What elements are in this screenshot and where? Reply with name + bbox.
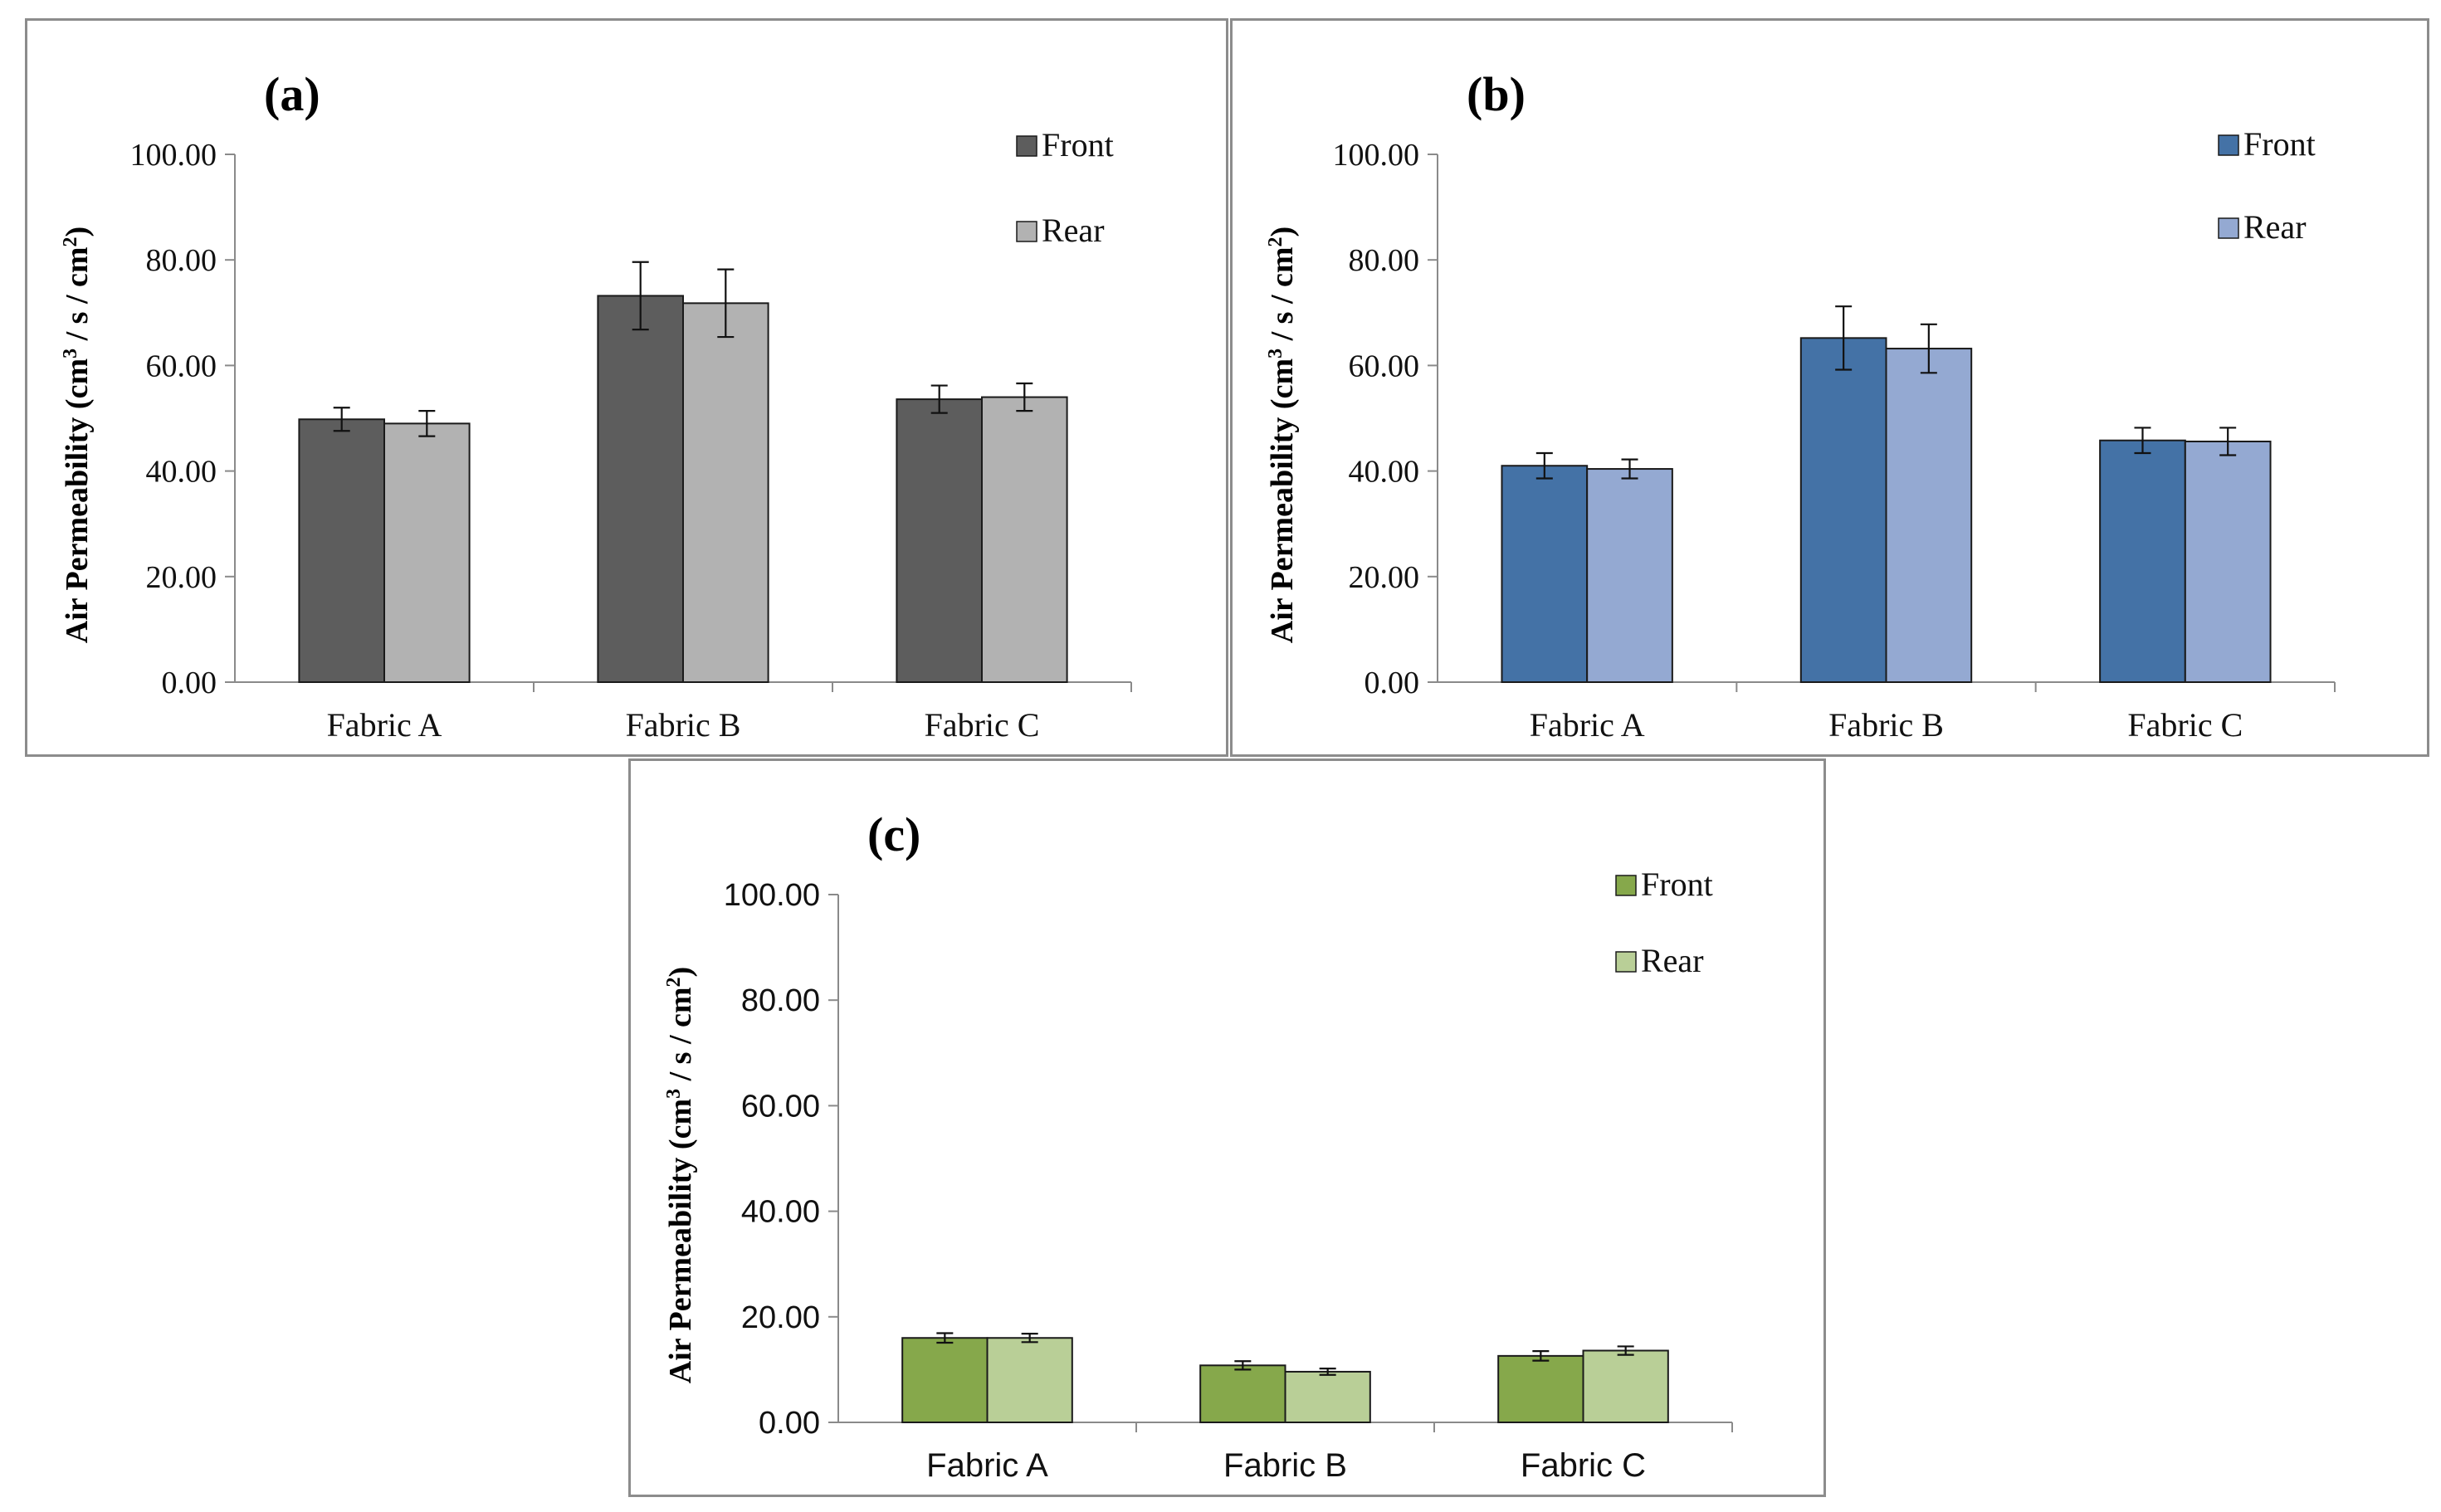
y-tick-label-b: 20.00 [1349,560,1420,595]
x-tick-label-a: Fabric A [327,706,442,744]
bar-b-front-1 [1799,337,1887,683]
bar-c-front-2 [1497,1354,1584,1424]
x-tick-label-b: Fabric C [2127,706,2243,744]
y-tick-label-a: 0.00 [162,666,217,700]
bar-a-front-2 [896,398,984,683]
chart-svg-c: (c) Air Permeability (cm3 / s / cm2) 0.00 2… [663,807,1733,1484]
chart-panel-c: (c) Air Permeability (cm3 / s / cm2) 0.00 2… [628,758,1826,1497]
y-tick-label-c: 80.00 [741,983,820,1018]
chart-panel-b: (b) Air Permeability (cm3 / s / cm2) 0.00 2… [1230,18,2429,757]
y-axis-label-a: Air Permeability (cm3 / s / cm2) [60,227,95,643]
chart-title-a: (a) [264,67,320,121]
legend-label-c-front: Front [1641,866,1713,903]
legend-swatch-c-rear [1615,951,1637,973]
x-tick-label-c: Fabric C [1521,1447,1646,1484]
chart-title-b: (b) [1467,67,1526,121]
y-tick-label-a: 80.00 [146,243,217,278]
y-tick-label-b: 100.00 [1333,138,1420,173]
legend-swatch-b-front [2218,134,2239,156]
y-tick-label-b: 0.00 [1365,666,1420,700]
chart-title-c: (c) [867,807,920,861]
bar-c-front-1 [1199,1364,1286,1424]
legend-swatch-b-rear [2218,217,2239,239]
bar-a-front-1 [597,295,685,683]
x-tick-label-b: Fabric B [1828,706,1944,744]
y-tick-label-a: 40.00 [146,455,217,490]
legend-label-c-rear: Rear [1641,942,1704,979]
y-tick-label-c: 100.00 [724,878,820,913]
chart-svg-a: (a) Air Permeability (cm3 / s / cm2) 0.00 2… [60,67,1132,744]
bar-c-rear-2 [1582,1349,1669,1424]
legend-swatch-c-front [1615,875,1637,896]
x-tick-label-c: Fabric B [1223,1447,1347,1484]
chart-panel-a: (a) Air Permeability (cm3 / s / cm2) 0.00 2… [25,18,1228,757]
y-tick-label-c: 20.00 [741,1300,820,1335]
bar-c-rear-0 [986,1337,1073,1423]
y-tick-label-a: 60.00 [146,349,217,383]
y-tick-label-c: 0.00 [759,1406,820,1441]
y-tick-label-a: 20.00 [146,560,217,595]
y-tick-label-b: 40.00 [1349,455,1420,490]
bar-c-front-0 [901,1337,989,1423]
bar-a-rear-0 [383,422,471,683]
bar-c-rear-1 [1284,1370,1371,1423]
x-tick-label-a: Fabric C [925,706,1040,744]
legend-label-a-rear: Rear [1042,212,1105,249]
legend-label-b-front: Front [2243,125,2316,163]
bar-a-rear-1 [682,302,769,683]
legend-label-b-rear: Rear [2243,208,2307,246]
bar-a-front-0 [298,418,385,683]
x-tick-label-b: Fabric A [1530,706,1645,744]
y-tick-label-b: 80.00 [1349,243,1420,278]
bar-b-front-2 [2099,439,2186,683]
y-axis-label-b: Air Permeability (cm3 / s / cm2) [1265,227,1300,643]
y-tick-label-c: 60.00 [741,1089,820,1124]
x-tick-label-a: Fabric B [626,706,741,744]
legend-swatch-a-front [1016,135,1037,157]
y-tick-label-b: 60.00 [1349,349,1420,383]
legend-label-a-front: Front [1042,126,1114,163]
bar-b-rear-0 [1586,468,1673,684]
bar-b-front-0 [1501,465,1589,683]
chart-svg-b: (b) Air Permeability (cm3 / s / cm2) 0.00 2… [1265,67,2336,744]
bar-b-rear-2 [2184,440,2272,683]
y-tick-label-c: 40.00 [741,1195,820,1230]
y-axis-label-c: Air Permeability (cm3 / s / cm2) [663,967,698,1383]
x-tick-label-c: Fabric A [926,1447,1048,1484]
y-tick-label-a: 100.00 [130,138,217,173]
bar-b-rear-1 [1885,348,1973,683]
legend-swatch-a-rear [1016,221,1037,242]
bar-a-rear-2 [981,396,1068,683]
